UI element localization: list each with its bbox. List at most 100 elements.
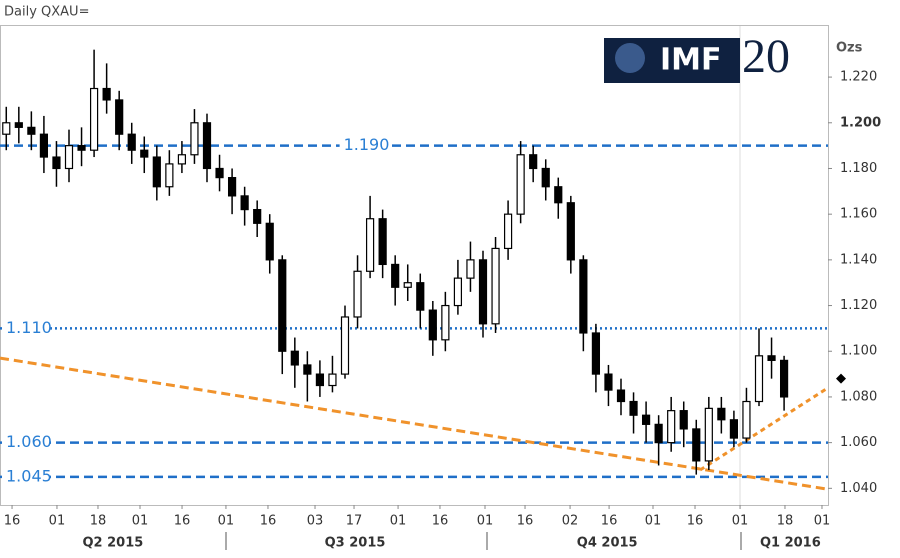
x-tick-label: 01	[732, 514, 749, 529]
candle-body	[39, 133, 49, 158]
candle-body	[428, 309, 437, 341]
level-label: 1.110	[6, 318, 52, 337]
x-tick-label: 16	[687, 514, 704, 529]
logo-text: IMF	[660, 43, 722, 78]
candle-body	[253, 208, 262, 224]
x-tick-label: 01	[390, 514, 407, 529]
candle-body	[516, 154, 525, 215]
candle-body	[654, 423, 663, 444]
candle-body	[127, 133, 136, 151]
y-tick-label: 1.220	[840, 70, 877, 85]
x-tick-label: 16	[517, 514, 534, 529]
candle-body	[77, 145, 86, 151]
x-tick-label: 16	[432, 514, 449, 529]
level-label-bg	[2, 318, 50, 339]
y-tick-label: 1.160	[840, 207, 877, 222]
candle-body	[140, 149, 149, 158]
candle-body	[529, 154, 538, 170]
candle-body	[190, 122, 199, 156]
x-tick-label: 18	[777, 514, 794, 529]
candle-body	[717, 407, 726, 421]
candle-body	[679, 410, 688, 430]
candle-body	[340, 316, 350, 375]
quarter-label: Q4 2015	[577, 536, 638, 551]
x-tick-label: 16	[260, 514, 277, 529]
candle-body	[754, 355, 764, 403]
last-price-marker	[836, 373, 846, 384]
candle-body	[767, 355, 776, 361]
candle-body	[729, 419, 739, 439]
x-tick-label: 18	[90, 514, 107, 529]
plot-frame	[0, 25, 829, 506]
candle-body	[478, 259, 488, 325]
candle-body	[165, 163, 174, 188]
candle-body	[466, 259, 475, 279]
x-tick-label: 01	[814, 514, 831, 529]
level-label-bg	[2, 432, 50, 453]
quarter-label: Q2 2015	[83, 536, 144, 551]
candle-body	[667, 410, 676, 444]
x-tick-label: 01	[132, 514, 149, 529]
candle-body	[365, 218, 375, 272]
candle-body	[491, 247, 500, 325]
level-label-bg	[339, 135, 388, 156]
candle-body	[64, 145, 74, 170]
candle-body	[102, 87, 111, 101]
x-tick-label: 16	[4, 514, 21, 529]
x-tick-label: 16	[174, 514, 191, 529]
candle-body	[416, 282, 425, 311]
y-tick-label: 1.120	[840, 298, 877, 313]
candle-body	[742, 400, 751, 439]
candle-body	[441, 304, 450, 341]
candle-body	[391, 263, 400, 288]
y-tick-label: 1.140	[840, 252, 877, 267]
level-label: 1.060	[6, 432, 52, 451]
candle-body	[152, 156, 161, 188]
x-tick-label: 01	[49, 514, 66, 529]
candle-body	[14, 122, 23, 128]
y-tick-label: 1.180	[840, 161, 877, 176]
level-label: 1.045	[6, 466, 52, 485]
candle-body	[315, 373, 325, 387]
candle-body	[453, 277, 463, 307]
quarter-label: Q1 2016	[760, 536, 821, 551]
candle-body	[202, 122, 212, 170]
level-label: 1.190	[344, 135, 390, 154]
logo-number: 20	[742, 30, 790, 83]
candle-body	[89, 87, 99, 151]
quarter-label: Q3 2015	[325, 536, 386, 551]
candle-body	[177, 154, 187, 165]
x-tick-label: 03	[307, 514, 324, 529]
candle-body	[629, 400, 638, 416]
x-tick-label: 01	[218, 514, 235, 529]
candle-body	[115, 99, 124, 135]
candle-body	[240, 195, 249, 211]
candle-body	[566, 202, 575, 261]
trend-line	[699, 386, 829, 472]
unit-label: Ozs	[836, 41, 863, 56]
candle-body	[616, 389, 626, 403]
candle-body	[215, 167, 224, 179]
y-tick-label: 1.060	[840, 435, 877, 450]
logo-globe	[615, 43, 645, 73]
candle-body	[227, 177, 237, 197]
candle-body	[278, 259, 287, 352]
candle-body	[353, 270, 362, 318]
candle-body	[541, 167, 550, 188]
level-label-bg	[2, 466, 50, 487]
candle-body	[692, 428, 701, 462]
candle-body	[290, 350, 299, 366]
candle-body	[2, 122, 11, 135]
candle-body	[704, 407, 713, 462]
y-tick-label: 1.200	[840, 115, 881, 130]
y-tick-label: 1.080	[840, 389, 877, 404]
candle-body	[303, 364, 312, 375]
x-tick-label: 02	[562, 514, 579, 529]
candle-body	[604, 373, 613, 391]
logo: IMF 20	[604, 30, 790, 83]
candle-body	[779, 359, 789, 398]
candle-body	[579, 259, 588, 334]
candle-body	[52, 156, 61, 170]
candle-body	[265, 222, 274, 261]
